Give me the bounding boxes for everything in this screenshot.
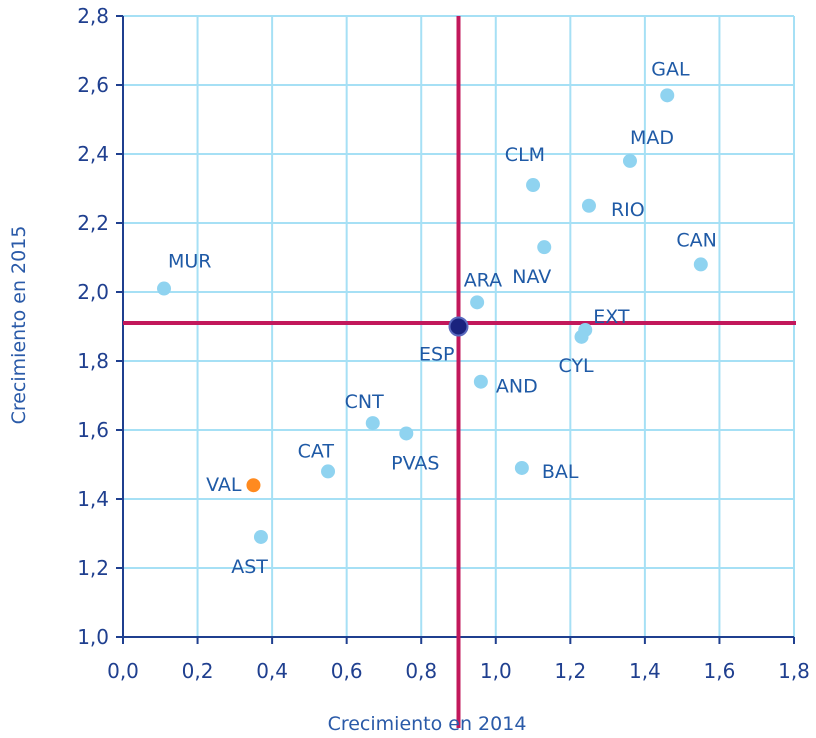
x-tick-label: 0,6 (331, 659, 363, 683)
point-label-cnt: CNT (345, 391, 384, 413)
data-points (157, 88, 708, 544)
y-axis-title: Crecimiento en 2015 (8, 226, 30, 425)
x-tick-label: 0,8 (405, 659, 437, 683)
y-tick-label: 2,6 (77, 73, 109, 97)
y-tick-label: 2,2 (77, 211, 109, 235)
x-tick-label: 1,0 (480, 659, 512, 683)
y-tick-label: 1,2 (77, 556, 109, 580)
x-tick-labels: 0,0 0,2 0,4 0,6 0,8 1,0 1,2 1,4 1,6 1,8 (107, 659, 810, 683)
point-label-val: VAL (206, 474, 242, 496)
point-label-ext: EXT (593, 306, 630, 328)
point-mad (622, 153, 637, 168)
point-label-gal: GAL (651, 58, 690, 80)
reference-lines (123, 16, 796, 728)
y-tick-label: 1,0 (77, 625, 109, 649)
point-ast (253, 529, 268, 544)
point-label-mad: MAD (630, 127, 674, 149)
point-ara (470, 295, 485, 310)
point-and (473, 374, 488, 389)
point-cnt (365, 416, 380, 431)
point-cat (321, 464, 336, 479)
point-label-esp: ESP (419, 344, 455, 366)
point-bal (514, 460, 529, 475)
point-label-rio: RIO (611, 199, 645, 221)
point-label-nav: NAV (512, 266, 551, 288)
y-tick-label: 1,6 (77, 418, 109, 442)
point-label-and: AND (496, 376, 538, 398)
y-tick-label: 1,4 (77, 487, 109, 511)
point-val (246, 478, 261, 493)
x-tick-label: 1,4 (629, 659, 661, 683)
y-tick-label: 2,4 (77, 142, 109, 166)
point-nav (537, 240, 552, 255)
x-tick-label: 0,4 (256, 659, 288, 683)
x-tick-label: 1,6 (704, 659, 736, 683)
point-label-ara: ARA (464, 269, 502, 291)
point-can (693, 257, 708, 272)
x-tick-label: 1,8 (778, 659, 810, 683)
point-label-bal: BAL (542, 461, 579, 483)
y-tick-label: 1,8 (77, 349, 109, 373)
point-label-pvas: PVAS (391, 452, 439, 474)
point-label-ast: AST (231, 556, 268, 578)
point-cyl (574, 329, 589, 344)
point-pvas (399, 426, 414, 441)
point-label-cyl: CYL (559, 355, 595, 377)
x-axis-title: Crecimiento en 2014 (328, 713, 527, 735)
x-tick-label: 0,0 (107, 659, 139, 683)
y-tick-label: 2,8 (77, 4, 109, 28)
point-label-mur: MUR (168, 251, 212, 273)
point-label-clm: CLM (505, 144, 545, 166)
point-labels: GAL MAD CLM RIO CAN NAV MUR ARA EXT CYL ESP AND CNT P… (168, 58, 717, 578)
point-label-cat: CAT (298, 440, 335, 462)
point-label-can: CAN (676, 229, 716, 251)
point-esp (448, 316, 469, 337)
point-clm (526, 178, 541, 193)
point-gal (660, 88, 675, 103)
point-mur (157, 281, 172, 296)
x-tick-label: 1,2 (554, 659, 586, 683)
point-rio (581, 198, 596, 213)
y-tick-label: 2,0 (77, 280, 109, 304)
x-tick-label: 0,2 (182, 659, 214, 683)
y-tick-labels: 1,0 1,2 1,4 1,6 1,8 2,0 2,2 2,4 2,6 2,8 (77, 4, 109, 649)
